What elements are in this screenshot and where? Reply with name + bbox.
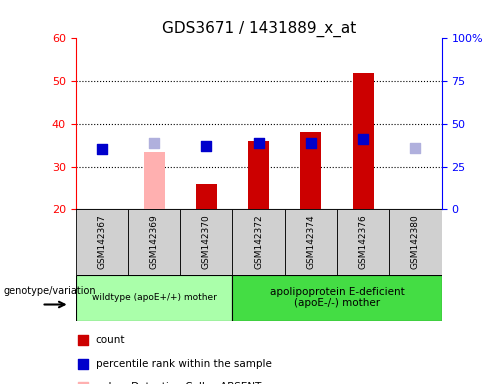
Bar xyxy=(301,132,322,209)
Point xyxy=(203,143,210,149)
Bar xyxy=(196,184,217,209)
Bar xyxy=(232,275,442,321)
Text: percentile rank within the sample: percentile rank within the sample xyxy=(96,359,272,369)
Point xyxy=(255,139,263,146)
Bar xyxy=(180,209,232,275)
Point xyxy=(150,139,158,146)
Title: GDS3671 / 1431889_x_at: GDS3671 / 1431889_x_at xyxy=(162,21,356,37)
Text: apolipoprotein E-deficient
(apoE-/-) mother: apolipoprotein E-deficient (apoE-/-) mot… xyxy=(270,287,405,308)
Text: count: count xyxy=(96,335,125,345)
Text: wildtype (apoE+/+) mother: wildtype (apoE+/+) mother xyxy=(92,293,217,302)
Text: value, Detection Call = ABSENT: value, Detection Call = ABSENT xyxy=(96,382,261,384)
Bar xyxy=(76,209,128,275)
Text: GSM142376: GSM142376 xyxy=(359,215,368,269)
Point xyxy=(98,146,106,152)
Point xyxy=(79,337,87,343)
Point xyxy=(359,136,367,142)
Text: genotype/variation: genotype/variation xyxy=(4,286,97,296)
Bar xyxy=(353,73,374,209)
Point xyxy=(307,139,315,146)
Bar xyxy=(285,209,337,275)
Text: GSM142374: GSM142374 xyxy=(306,215,315,269)
Point xyxy=(411,145,419,151)
Bar xyxy=(248,141,269,209)
Bar xyxy=(143,152,164,209)
Text: GSM142370: GSM142370 xyxy=(202,215,211,269)
Point xyxy=(79,361,87,367)
Bar xyxy=(128,209,180,275)
Text: GSM142369: GSM142369 xyxy=(149,215,159,269)
Text: GSM142372: GSM142372 xyxy=(254,215,263,269)
Bar xyxy=(337,209,389,275)
Text: GSM142380: GSM142380 xyxy=(411,215,420,269)
Bar xyxy=(232,209,285,275)
Bar xyxy=(389,209,442,275)
Bar xyxy=(76,275,232,321)
Text: GSM142367: GSM142367 xyxy=(97,215,106,269)
